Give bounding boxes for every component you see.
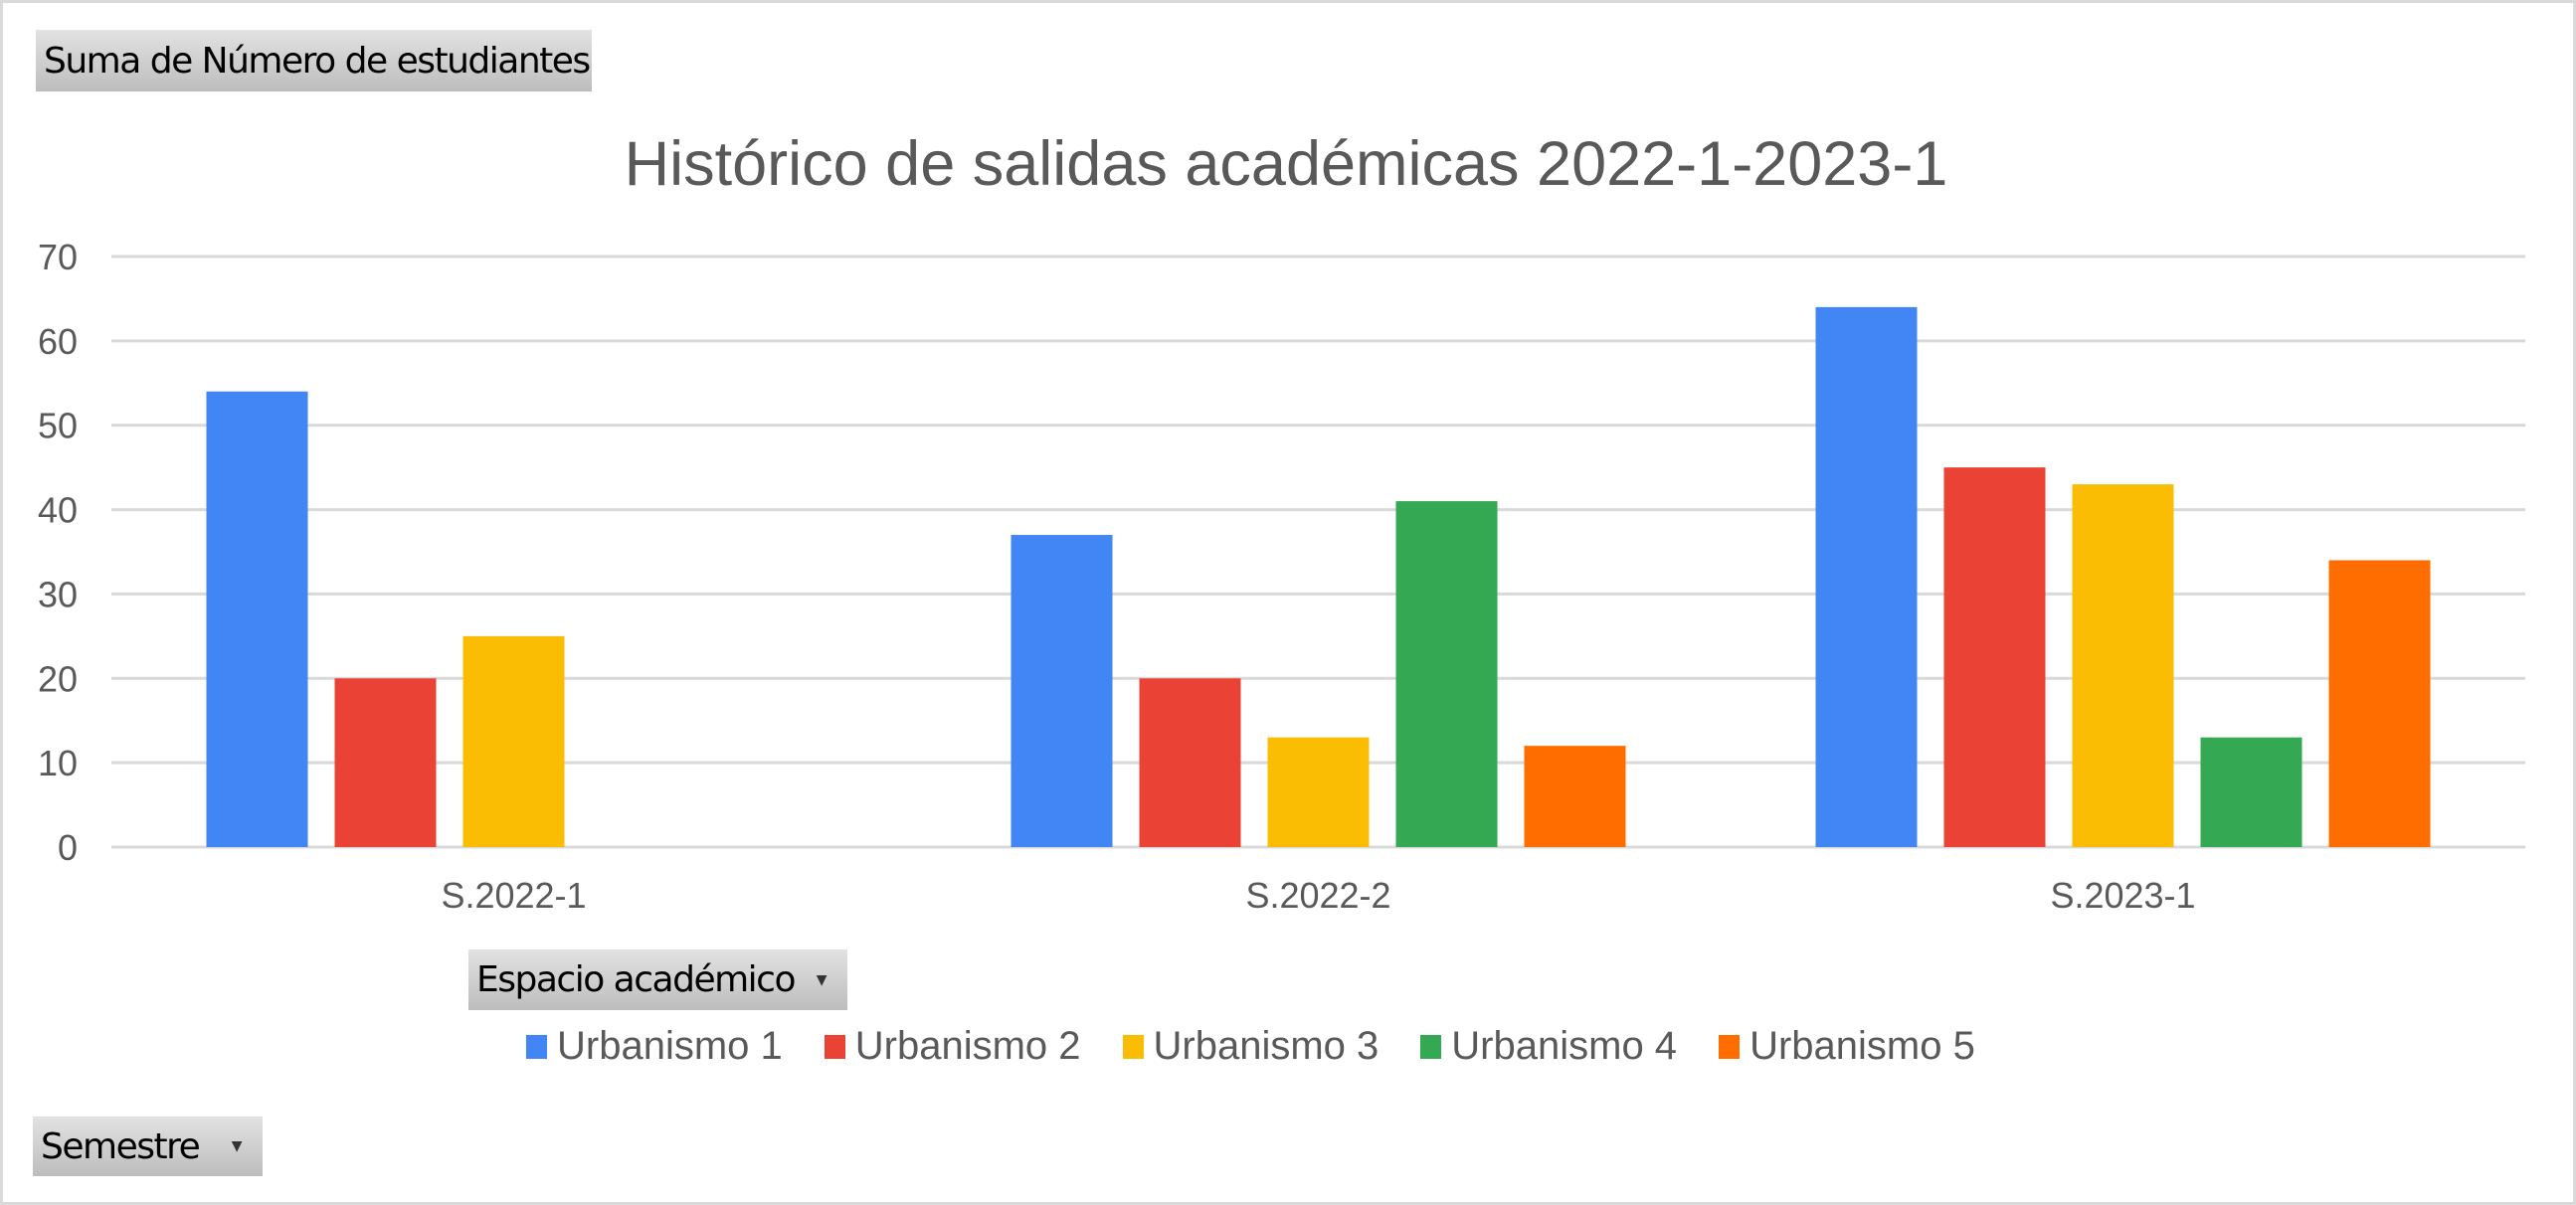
legend-item: Urbanismo 2 bbox=[824, 1024, 1081, 1069]
legend-label: Urbanismo 2 bbox=[854, 1024, 1081, 1068]
chart-legend: Urbanismo 1 Urbanismo 2 Urbanismo 3 Urbanis… bbox=[526, 1024, 2017, 1069]
bar-urbanismo-2-s.2022-2 bbox=[1139, 678, 1241, 847]
legend-label: Urbanismo 3 bbox=[1153, 1024, 1380, 1068]
legend-field-label: Espacio académico bbox=[476, 959, 796, 1000]
legend-field-dropdown[interactable]: Espacio académico ▼ bbox=[468, 949, 847, 1010]
y-tick-label: 40 bbox=[38, 490, 78, 531]
bar-urbanismo-1-s.2022-2 bbox=[1011, 535, 1113, 847]
legend-label: Urbanismo 1 bbox=[557, 1024, 783, 1068]
bar-urbanismo-5-s.2023-1 bbox=[2328, 560, 2431, 847]
y-tick-label: 0 bbox=[58, 827, 78, 868]
y-tick-label: 70 bbox=[38, 237, 78, 277]
axis-field-label: Semestre bbox=[41, 1125, 201, 1167]
x-tick-label: S.2022-1 bbox=[441, 875, 586, 916]
bar-urbanismo-2-s.2022-1 bbox=[334, 678, 437, 847]
y-tick-label: 30 bbox=[38, 574, 78, 614]
values-field-label: Suma de Número de estudiantes bbox=[44, 40, 591, 82]
legend-swatch-icon bbox=[1719, 1034, 1741, 1059]
legend-label: Urbanismo 4 bbox=[1451, 1024, 1678, 1068]
bar-urbanismo-3-s.2023-1 bbox=[2072, 484, 2174, 847]
y-tick-label: 50 bbox=[38, 406, 78, 446]
x-tick-label: S.2023-1 bbox=[2050, 875, 2195, 916]
bar-urbanismo-1-s.2022-1 bbox=[206, 391, 308, 847]
dropdown-arrow-icon: ▼ bbox=[816, 971, 828, 988]
legend-label: Urbanismo 5 bbox=[1749, 1024, 1975, 1068]
bar-urbanismo-3-s.2022-1 bbox=[462, 635, 565, 847]
legend-item: Urbanismo 5 bbox=[1719, 1024, 1975, 1069]
legend-item: Urbanismo 3 bbox=[1122, 1024, 1380, 1069]
legend-swatch-icon bbox=[526, 1034, 547, 1059]
bar-urbanismo-1-s.2023-1 bbox=[1815, 306, 1918, 847]
axis-field-dropdown[interactable]: Semestre ▼ bbox=[33, 1117, 263, 1176]
x-tick-label: S.2022-2 bbox=[1245, 875, 1390, 916]
legend-swatch-icon bbox=[1122, 1034, 1144, 1059]
chart-title: Histórico de salidas académicas 2022-1-2… bbox=[625, 129, 1948, 199]
bar-urbanismo-3-s.2022-2 bbox=[1267, 737, 1370, 847]
bar-urbanismo-5-s.2022-2 bbox=[1524, 746, 1626, 847]
bar-urbanismo-4-s.2022-2 bbox=[1395, 501, 1498, 847]
dropdown-arrow-icon: ▼ bbox=[231, 1138, 243, 1154]
legend-swatch-icon bbox=[824, 1034, 845, 1059]
values-field-button[interactable]: Suma de Número de estudiantes bbox=[36, 30, 592, 91]
legend-swatch-icon bbox=[1420, 1034, 1442, 1059]
y-tick-label: 10 bbox=[38, 743, 78, 783]
legend-item: Urbanismo 4 bbox=[1420, 1024, 1677, 1069]
y-tick-label: 20 bbox=[38, 658, 78, 699]
bar-urbanismo-2-s.2023-1 bbox=[1943, 467, 2046, 847]
bar-urbanismo-4-s.2023-1 bbox=[2200, 737, 2302, 847]
legend-item: Urbanismo 1 bbox=[526, 1024, 783, 1069]
y-tick-label: 60 bbox=[38, 321, 78, 362]
